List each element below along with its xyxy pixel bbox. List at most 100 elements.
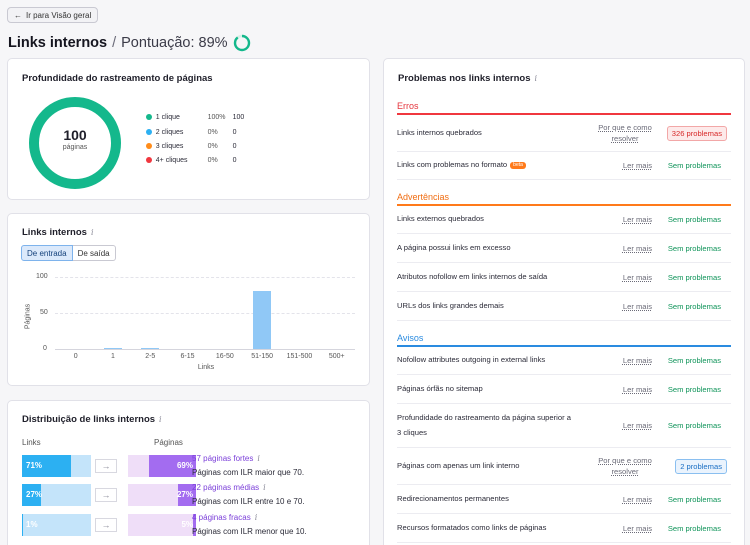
back-button-label: Ir para Visão geral — [26, 10, 92, 20]
links-share-label: 71% — [26, 461, 43, 470]
links-share-bar: 1% — [22, 514, 91, 536]
links-share-fill — [22, 484, 41, 506]
legend-dot — [146, 129, 152, 135]
info-icon[interactable]: i — [159, 415, 162, 424]
legend-row-1-click[interactable]: 1 clique 100% 100 — [146, 112, 246, 122]
info-icon[interactable]: i — [254, 513, 258, 522]
why-how-fix-link[interactable]: Por que e como resolver — [598, 455, 652, 476]
legend-row-4plus-clicks[interactable]: 4+ cliques 0% 0 — [146, 155, 246, 165]
links-share-fill — [22, 514, 23, 536]
no-problems-status: Sem problemas — [667, 215, 721, 224]
y-axis-label: Páginas — [24, 303, 32, 330]
pages-share-label: 5% — [181, 520, 193, 529]
errors-divider — [397, 113, 731, 115]
learn-more-link[interactable]: Ler mais — [622, 301, 652, 311]
strong-pages-link[interactable]: 57 páginas fortes — [192, 454, 254, 463]
learn-more-link[interactable]: Ler mais — [622, 356, 652, 365]
crawl-depth-card: Profundidade do rastreamento de páginas … — [7, 58, 370, 200]
arrow-right-icon: → — [95, 518, 117, 532]
issue-row[interactable]: Links externos quebrados Ler mais Sem pr… — [397, 206, 731, 234]
pages-share-bar: 27% — [128, 484, 196, 506]
legend-row-3-clicks[interactable]: 3 cliques 0% 0 — [146, 141, 246, 151]
tab-outgoing[interactable]: De saída — [72, 245, 116, 261]
issue-name-text: Links com problemas no formato — [397, 160, 508, 170]
issue-row[interactable]: Redirecionamentos permanentes Ler mais S… — [397, 485, 731, 514]
no-problems-status: Sem problemas — [667, 301, 721, 311]
beta-badge: beta — [510, 161, 526, 169]
x-tick-label: 151-500 — [286, 353, 313, 360]
pages-share-fill — [149, 455, 196, 477]
x-tick-label: 16-50 — [215, 353, 234, 360]
legend-dot — [146, 157, 152, 163]
pages-share-label: 69% — [176, 461, 193, 470]
issue-count-badge[interactable]: 326 problemas — [666, 125, 727, 141]
chart-bar[interactable] — [253, 291, 272, 349]
issue-name: Páginas com apenas um link interno — [397, 460, 520, 470]
distribution-row-strong: 71% → 69% — [22, 455, 196, 477]
medium-pages-desc: Páginas com ILR entre 10 e 70. — [192, 497, 305, 506]
issue-name: Redirecionamentos permanentes — [397, 493, 509, 503]
issue-row[interactable]: Links internos quebrados Por que e como … — [397, 115, 731, 152]
learn-more-link[interactable]: Ler mais — [622, 421, 652, 430]
legend-pct: 0% — [207, 142, 218, 150]
y-tick-label: 50 — [40, 309, 48, 316]
legend-count: 0 — [232, 142, 237, 150]
issue-name: Profundidade do rastreamento da página s… — [397, 413, 571, 437]
issue-row[interactable]: Atributos nofollow em links internos de … — [397, 263, 731, 292]
legend-row-2-clicks[interactable]: 2 cliques 0% 0 — [146, 127, 246, 137]
distribution-desc-weak: 4 páginas fracas i Páginas com ILR menor … — [192, 513, 307, 536]
links-share-bar: 71% — [22, 455, 91, 477]
learn-more-link[interactable]: Ler mais — [622, 272, 652, 282]
medium-pages-link[interactable]: 22 páginas médias — [192, 483, 260, 492]
info-icon[interactable]: i — [534, 74, 538, 83]
distribution-title: Distribuição de links internos i — [22, 414, 162, 425]
pages-share-label: 27% — [176, 490, 193, 499]
info-icon[interactable]: i — [263, 483, 266, 492]
score-label: Pontuação: 89% — [121, 35, 228, 51]
info-icon[interactable]: i — [90, 228, 94, 237]
chart-bar[interactable] — [141, 347, 160, 349]
why-how-fix-link[interactable]: Por que e como resolver — [598, 122, 652, 143]
issue-name: Atributos nofollow em links internos de … — [397, 271, 548, 281]
issue-row[interactable]: A página possui links em excesso Ler mai… — [397, 234, 731, 263]
links-direction-tabs: De entrada De saída — [21, 245, 116, 261]
issue-name: Recursos formatados como links de página… — [397, 522, 547, 532]
tab-incoming[interactable]: De entrada — [21, 245, 73, 261]
issue-row[interactable]: Páginas com apenas um link interno Por q… — [397, 448, 731, 485]
distribution-row-weak: 1% → 5% — [22, 514, 196, 536]
weak-pages-link[interactable]: 4 páginas fracas — [192, 513, 251, 522]
issue-name: Links externos quebrados — [397, 214, 484, 224]
back-to-overview-button[interactable]: ← Ir para Visão geral — [7, 7, 99, 23]
learn-more-link[interactable]: Ler mais — [622, 243, 652, 253]
learn-more-link[interactable]: Ler mais — [622, 215, 652, 224]
issue-row[interactable]: URLs dos links grandes demais Ler mais S… — [397, 292, 731, 321]
legend-count: 0 — [232, 128, 237, 136]
learn-more-link[interactable]: Ler mais — [622, 161, 652, 170]
learn-more-link[interactable]: Ler mais — [622, 523, 652, 533]
title-separator: / — [112, 35, 117, 51]
issue-row[interactable]: Links com problemas no formato beta Ler m… — [397, 152, 731, 180]
learn-more-link[interactable]: Ler mais — [622, 384, 652, 394]
issue-row[interactable]: Profundidade do rastreamento da página s… — [397, 404, 731, 448]
chart-bar[interactable] — [103, 347, 122, 349]
issue-name: A página possui links em excesso — [397, 242, 511, 252]
no-problems-status: Sem problemas — [667, 421, 721, 430]
issue-count-badge[interactable]: 2 problemas — [675, 458, 727, 474]
y-tick-label: 100 — [36, 273, 48, 280]
warnings-heading: Advertências — [397, 192, 450, 202]
links-share-fill — [22, 455, 71, 477]
issue-row[interactable]: Páginas órfãs no sitemap Ler mais Sem pr… — [397, 375, 731, 404]
issue-name: Páginas órfãs no sitemap — [397, 383, 483, 393]
links-share-label: 1% — [26, 520, 38, 529]
issue-row[interactable]: Nofollow attributes outgoing in external… — [397, 347, 731, 375]
issue-row[interactable]: Recursos formatados como links de página… — [397, 514, 731, 543]
info-icon[interactable]: i — [257, 454, 260, 463]
x-tick-label: 500+ — [328, 353, 345, 360]
legend-label: 3 cliques — [155, 142, 184, 150]
learn-more-link[interactable]: Ler mais — [622, 494, 652, 504]
legend-pct: 100% — [207, 113, 226, 121]
baseline — [55, 349, 355, 350]
internal-links-title: Links internos i — [22, 227, 94, 238]
weak-pages-desc: Páginas com ILR menor que 10. — [192, 527, 307, 536]
legend-label: 2 cliques — [155, 128, 184, 136]
